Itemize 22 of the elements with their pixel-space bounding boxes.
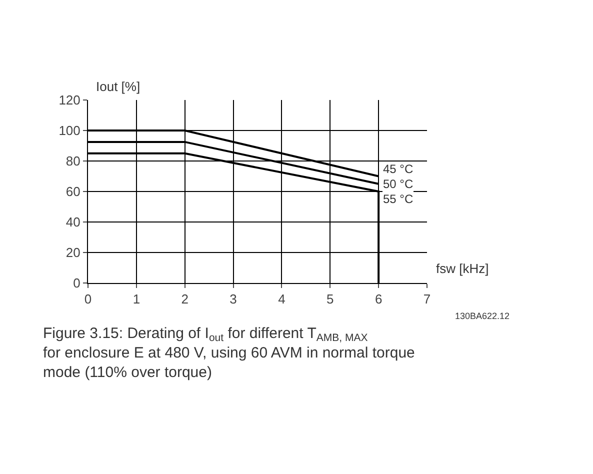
text: 130BA622.12: [455, 311, 510, 321]
x-tick-label: 6: [374, 292, 382, 307]
caption: Figure 3.15: Derating of I$_{out}$ for different T$_{AMB, MAX}$ for enclosure E at 480 V, using 60 AVM in normal torque mode (110% over torque): [43, 325, 415, 381]
y-axis-title: Iout [%]: [96, 79, 140, 94]
series-label: 45 °C: [383, 162, 414, 176]
x-tick-label: 1: [132, 292, 140, 307]
series-label: 50 °C: [383, 177, 414, 191]
x-tick-label: 4: [278, 292, 286, 307]
y-tick-label: 20: [66, 245, 80, 260]
x-tick-label: 0: [84, 292, 92, 307]
x-tick-label: 5: [326, 292, 334, 307]
y-tick-label: 80: [66, 154, 80, 169]
x-axis-title: fsw [kHz]: [436, 261, 489, 276]
y-tick-label: 0: [73, 276, 80, 291]
x-tick-label: 2: [181, 292, 188, 307]
y-tick-label: 60: [66, 184, 80, 200]
y-tick-label: 40: [66, 214, 80, 230]
x-tick-label: 7: [423, 292, 431, 307]
series-label: 55 °C: [383, 192, 414, 206]
y-tick-label: 120: [58, 92, 80, 108]
x-tick-label: 3: [230, 292, 237, 307]
y-tick-label: 100: [58, 123, 80, 138]
